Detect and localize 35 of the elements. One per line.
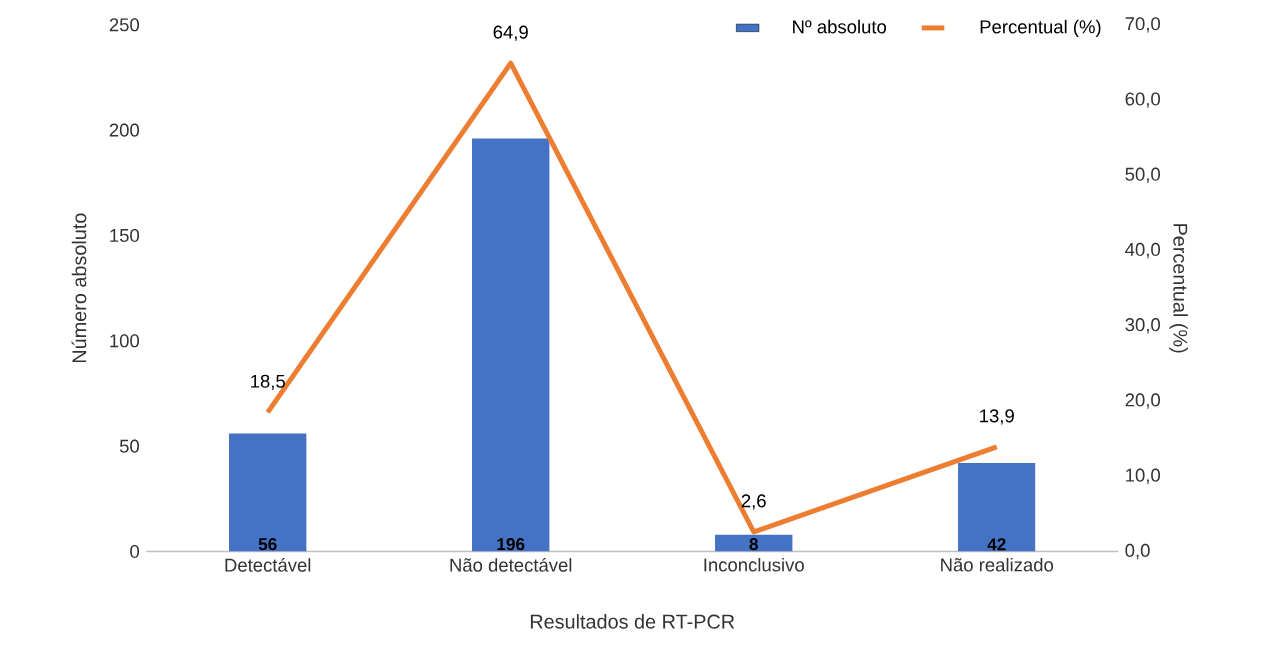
- legend-label: Percentual (%): [980, 19, 1101, 38]
- data-label: 42: [987, 538, 1006, 551]
- y-tick-label: 200: [109, 123, 140, 137]
- y2-tick-label: 30,0: [1125, 318, 1161, 334]
- y2-tick-label: 50,0: [1125, 167, 1161, 184]
- y2-tick-label: 0,0: [1125, 544, 1150, 560]
- data-label: 2,6: [741, 494, 766, 510]
- data-label: 196: [497, 538, 525, 551]
- y2-tick-label: 70,0: [1125, 17, 1161, 33]
- x-tick-label: Não detectável: [450, 558, 572, 572]
- y2-tick-label: 60,0: [1125, 92, 1161, 108]
- data-label: 56: [258, 538, 277, 551]
- data-label: 18,5: [251, 374, 285, 391]
- y-tick-label: 50: [119, 439, 140, 453]
- y-tick-label: 100: [110, 334, 140, 348]
- x-tick-label: Não realizado: [941, 558, 1054, 572]
- data-label: 13,9: [980, 409, 1014, 425]
- x-axis-title: Resultados de RT-PCR: [530, 614, 735, 629]
- bar: [229, 433, 307, 552]
- y2-axis-title: Percentual (%): [1169, 224, 1188, 353]
- y-tick-label: 250: [109, 18, 140, 32]
- y2-tick-label: 20,0: [1125, 393, 1161, 409]
- x-tick-label: Inconclusivo: [704, 558, 804, 572]
- bar: [472, 138, 550, 552]
- y-tick-label: 150: [110, 229, 140, 243]
- data-label: 8: [749, 538, 758, 551]
- y-tick-label: 0: [130, 545, 140, 559]
- legend-label: Nº absoluto: [793, 19, 887, 34]
- x-tick-label: Detectável: [225, 558, 311, 572]
- y-axis-title: Número absoluto: [71, 213, 87, 363]
- y2-tick-label: 10,0: [1126, 468, 1161, 485]
- y2-tick-label: 40,0: [1125, 243, 1161, 259]
- bar: [958, 463, 1036, 552]
- data-label: 64,9: [493, 25, 528, 42]
- bar: [715, 534, 793, 552]
